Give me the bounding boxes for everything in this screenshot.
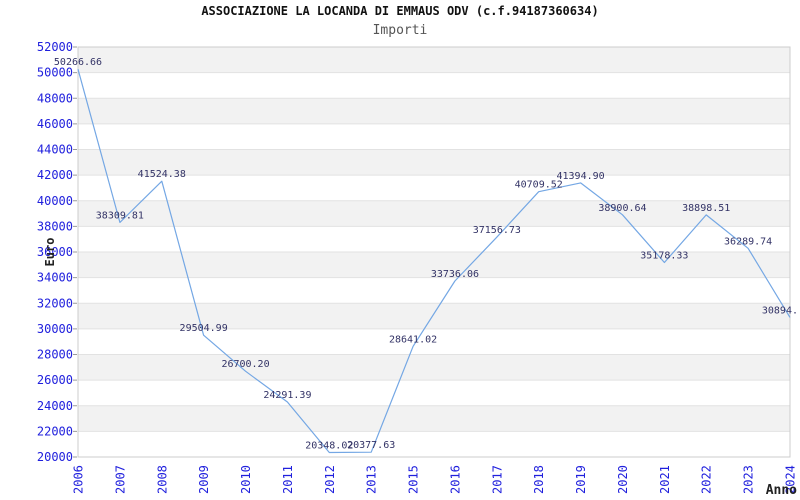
point-label: 26700.20 [221,359,269,370]
x-tick-label: 2011 [281,465,295,494]
point-label: 36289.74 [724,236,772,247]
y-tick-label: 34000 [37,271,73,285]
point-label: 24291.39 [263,390,311,401]
y-tick-label: 42000 [37,168,73,182]
y-tick-label: 48000 [37,91,73,105]
x-tick-label: 2013 [365,465,379,494]
y-tick-label: 52000 [37,40,73,54]
y-tick-label: 46000 [37,117,73,131]
point-label: 28641.02 [389,334,437,345]
y-tick-label: 44000 [37,143,73,157]
x-tick-label: 2021 [658,465,672,494]
plot-band [78,200,790,227]
plot-border [77,46,791,458]
y-tick-label: 40000 [37,194,73,208]
plot-band [78,98,790,124]
x-tick-label: 2012 [323,465,337,494]
y-tick-label: 36000 [37,245,73,259]
x-tick-label: 2006 [72,465,86,494]
x-tick-label: 2015 [407,465,421,494]
point-label: 41394.90 [557,171,605,182]
plot-band [78,405,790,432]
point-label: 38309.81 [96,210,144,221]
x-tick-label: 2007 [113,465,127,494]
chart-title: ASSOCIAZIONE LA LOCANDA DI EMMAUS ODV (c… [201,4,599,18]
x-tick-label: 2010 [239,465,253,494]
x-tick-label: 2008 [155,465,169,494]
x-axis-title: Anno [766,483,797,498]
y-tick-label: 22000 [37,424,73,438]
y-tick-label: 26000 [37,373,73,387]
x-tick-label: 2020 [616,465,630,494]
plot-band [78,47,790,73]
y-tick-label: 28000 [37,348,73,362]
x-tick-label: 2018 [532,465,546,494]
chart-subtitle: Importi [372,23,428,38]
point-label: 41524.38 [138,169,186,180]
x-tick-label: 2023 [742,465,756,494]
plot-generated-content: 20000 22000 24000 26000 28000 30000 32000 34000… [37,40,798,494]
point-label: 50266.66 [54,57,102,68]
point-label: 20377.63 [347,440,395,451]
point-label: 33736.06 [431,269,479,280]
point-label: 38900.64 [598,203,646,214]
y-tick-label: 50000 [37,66,73,80]
point-label: 29504.99 [180,323,228,334]
y-tick-label: 24000 [37,399,73,413]
y-tick-label: 38000 [37,219,73,233]
y-tick-label: 32000 [37,296,73,310]
x-tick-label: 2009 [197,465,211,494]
y-axis-title: Euro [43,238,57,267]
point-label: 35178.33 [640,251,688,262]
x-tick-label: 2017 [490,465,504,494]
plot-band [78,252,790,278]
plot-band [78,149,790,176]
x-tick-label: 2022 [700,465,714,494]
point-label: 37156.73 [473,225,521,236]
y-tick-label: 30000 [37,322,73,336]
point-label: 38898.51 [682,203,730,214]
x-tick-label: 2024 [784,465,798,494]
point-label: 40709.52 [515,180,563,191]
y-tick-label: 20000 [37,450,73,464]
plot-band [78,354,790,381]
series-line [77,69,791,454]
x-tick-label: 2019 [574,465,588,494]
x-tick-label: 2016 [448,465,462,494]
point-label: 30894. [762,305,798,316]
point-label: 20348.02 [305,441,353,452]
